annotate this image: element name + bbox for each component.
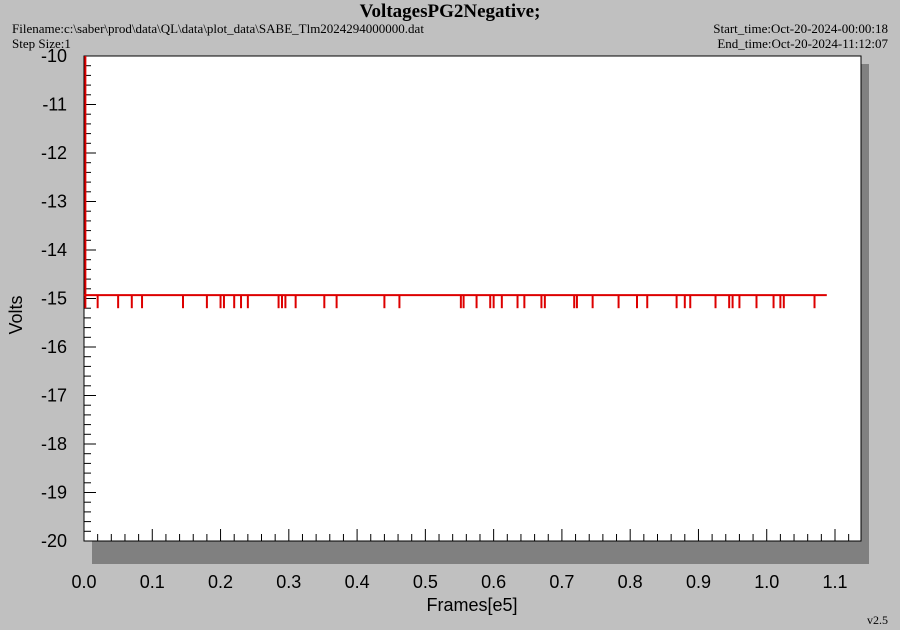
y-axis-label: Volts <box>6 295 26 334</box>
end-time-label: End_time:Oct-20-2024-11:12:07 <box>717 36 888 51</box>
x-tick-label: 0.1 <box>140 572 165 592</box>
filename-label: Filename:c:\saber\prod\data\QL\data\plot… <box>12 21 424 36</box>
y-tick-label: -11 <box>42 95 67 115</box>
y-tick-label: -14 <box>41 240 67 260</box>
x-tick-label: 0.2 <box>208 572 233 592</box>
x-tick-label: 0.3 <box>276 572 301 592</box>
y-tick-label: -18 <box>41 434 67 454</box>
plot-area <box>83 55 862 542</box>
y-tick-label: -17 <box>41 386 67 406</box>
version-label: v2.5 <box>867 613 888 627</box>
y-tick-label: -10 <box>41 46 67 66</box>
x-axis-label: Frames[e5] <box>426 595 517 615</box>
x-tick-label: 0.8 <box>618 572 643 592</box>
x-tick-label: 0.9 <box>686 572 711 592</box>
y-tick-label: -15 <box>41 289 67 309</box>
x-tick-label: 0.7 <box>549 572 574 592</box>
y-tick-label: -16 <box>41 337 67 357</box>
chart-title: VoltagesPG2Negative; <box>359 1 541 22</box>
y-tick-label: -19 <box>41 483 67 503</box>
x-tick-label: 0.0 <box>71 572 96 592</box>
x-tick-label: 0.6 <box>481 572 506 592</box>
x-tick-label: 0.5 <box>413 572 438 592</box>
x-tick-label: 1.1 <box>822 572 847 592</box>
y-tick-label: -13 <box>41 192 67 212</box>
step-size-label: Step Size:1 <box>12 36 71 51</box>
x-tick-label: 1.0 <box>754 572 779 592</box>
y-tick-label: -20 <box>41 531 67 551</box>
start-time-label: Start_time:Oct-20-2024-00:00:18 <box>713 21 888 36</box>
y-tick-label: -12 <box>41 143 67 163</box>
x-tick-label: 0.4 <box>345 572 370 592</box>
